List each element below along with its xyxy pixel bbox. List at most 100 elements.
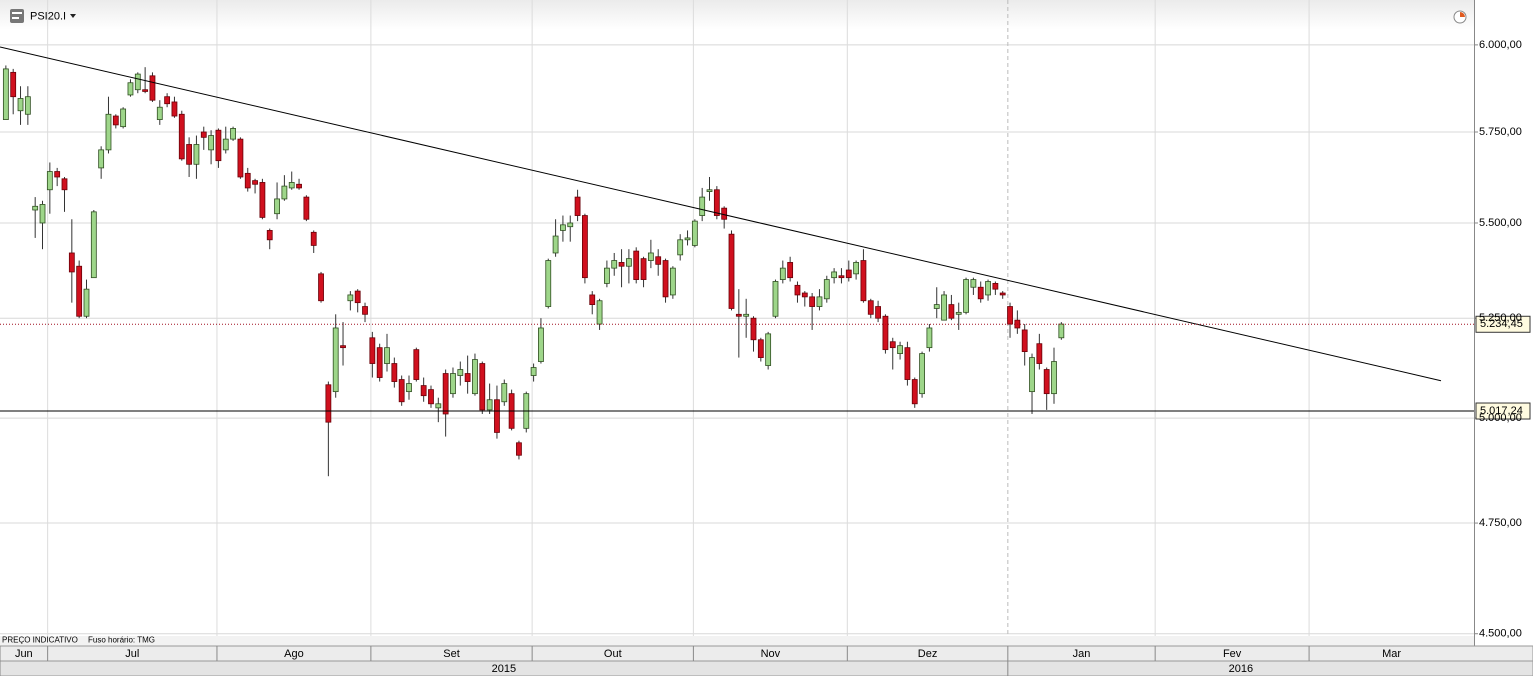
candle-body [90, 211, 97, 279]
candle-body [244, 172, 251, 189]
candle-body [977, 286, 984, 300]
candle-body [127, 82, 134, 96]
candle-body [582, 215, 588, 279]
footer-note: PREÇO INDICATIVO [2, 636, 78, 645]
candle-body [435, 403, 442, 409]
candle-body [303, 196, 310, 220]
candle-body [105, 113, 112, 151]
candle-body [706, 189, 713, 192]
candle-body [149, 75, 156, 101]
candle-body [823, 279, 830, 300]
price-badge [1475, 402, 1531, 420]
x-tick-label: Fev [1223, 648, 1242, 660]
candle-body [941, 294, 947, 321]
candle-body [963, 279, 969, 313]
top-band [0, 0, 1474, 30]
candle-body [684, 237, 691, 241]
candle-body [186, 144, 193, 165]
symbol-icon-bar [12, 17, 19, 19]
candle-body [17, 98, 24, 112]
candle-body [61, 178, 68, 191]
candle-body [831, 271, 838, 279]
candle-body [816, 296, 823, 307]
candle-body [376, 347, 383, 378]
y-tick-label: 5.000,00 [1479, 412, 1522, 424]
candle-body [970, 279, 977, 288]
clock-button[interactable] [1453, 10, 1467, 24]
candle-body [904, 347, 911, 380]
candle-body [662, 260, 669, 298]
candle-body [259, 182, 266, 218]
candle-body [618, 262, 625, 267]
candle-body [750, 317, 757, 341]
candle-body [757, 339, 764, 358]
candle-body [845, 269, 852, 279]
y-tick-label: 5.500,00 [1479, 217, 1522, 229]
candle-body [76, 265, 83, 317]
candle-body [32, 205, 39, 211]
candle-body [1043, 369, 1050, 395]
candle-body [611, 260, 618, 269]
candle-body [882, 315, 889, 351]
symbol-selector[interactable]: PSI20.I [10, 9, 76, 23]
candle-body [801, 292, 808, 298]
candle-body [457, 369, 464, 376]
candle-body [992, 283, 999, 290]
candle-body [545, 260, 552, 307]
candle-body [735, 313, 742, 317]
candle-body [369, 337, 376, 364]
candle-body [647, 252, 654, 261]
price-badge [1475, 315, 1531, 333]
candle-body [83, 288, 90, 317]
y-tick-label: 4.750,00 [1479, 517, 1522, 529]
candle-body [948, 304, 955, 319]
candle-body [112, 115, 119, 126]
candle-body [464, 373, 471, 382]
candle-body [589, 294, 596, 305]
candle-body [955, 311, 962, 315]
candle-body [215, 129, 222, 162]
trendline [0, 46, 1442, 382]
candle-body [691, 220, 698, 246]
candle-body [779, 267, 786, 280]
candle-body [134, 73, 141, 91]
year-label: 2015 [492, 663, 516, 675]
candle-body [391, 363, 398, 382]
candle-body [164, 96, 171, 105]
dropdown-arrow[interactable] [70, 14, 76, 18]
candle-body [98, 149, 105, 169]
candle-body [596, 300, 603, 325]
clock-hand [1460, 12, 1465, 17]
candle-body [340, 345, 346, 349]
candle-body [428, 389, 434, 405]
candle-body [743, 313, 750, 317]
candle-body [230, 128, 236, 140]
candle-body [2, 68, 9, 120]
candle-body [933, 304, 940, 309]
candle-body [486, 399, 493, 411]
price-label: 5.234,45 [1480, 318, 1523, 330]
candle-body [677, 239, 684, 256]
x-tick-label: Dez [918, 648, 938, 660]
candle-body [398, 379, 405, 403]
candle-body [560, 224, 566, 231]
candle-body [120, 108, 127, 128]
x-tick-label: Ago [284, 648, 304, 660]
x-tick-label: Nov [761, 648, 781, 660]
candle-body [860, 260, 867, 302]
year-row [0, 660, 1533, 676]
candle-body [281, 185, 288, 200]
candle-body [318, 273, 324, 302]
candle-body [1029, 357, 1035, 393]
footer-band [0, 636, 1474, 646]
candle-body [171, 101, 178, 117]
candle-body [1021, 329, 1028, 353]
x-tick-label: Out [604, 648, 622, 660]
candle-body [567, 222, 574, 228]
candle-body [252, 180, 258, 185]
x-tick-label: Jul [125, 648, 139, 660]
candle-body [200, 131, 207, 138]
candle-body [1051, 361, 1057, 395]
candle-body [178, 113, 185, 160]
